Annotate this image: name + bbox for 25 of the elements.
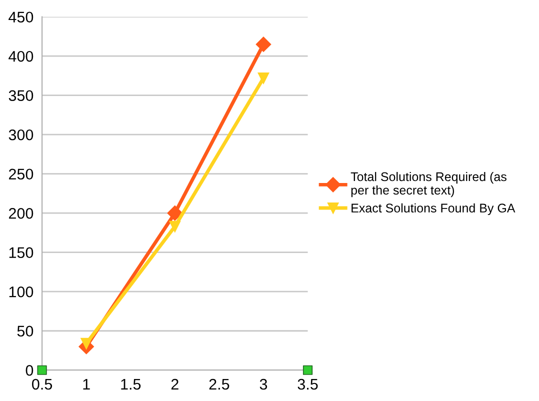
x-tick-label: 0.5 (32, 378, 52, 390)
x-tick-label: 2 (171, 378, 178, 390)
y-tick-label: 50 (17, 326, 34, 337)
point (258, 72, 270, 84)
legend-label: Total Solutions Required (as per the secret text) (350, 172, 506, 198)
point (167, 206, 182, 221)
y-tick-label: 450 (8, 12, 34, 23)
point (37, 365, 47, 375)
x-tick-label: 3 (260, 378, 268, 390)
y-tick-label: 400 (8, 50, 34, 62)
point (256, 36, 272, 52)
point (169, 220, 180, 232)
y-tick-label: 300 (8, 129, 34, 140)
y-tick-label: 250 (8, 168, 34, 180)
x-tick-label: 1 (83, 379, 90, 390)
y-tick-label: 200 (8, 208, 34, 219)
legend-label: Exact Solutions Found By GA (352, 203, 516, 215)
x-tick-label: 1.5 (121, 379, 141, 390)
x-tick-label: 3.5 (298, 378, 318, 390)
y-tick-label: 150 (9, 247, 34, 258)
y-tick-label: 100 (9, 286, 34, 298)
x-tick-label: 2.5 (209, 378, 230, 390)
y-tick-label: 0 (26, 364, 34, 376)
point (302, 365, 313, 375)
y-tick-label: 350 (8, 90, 34, 102)
